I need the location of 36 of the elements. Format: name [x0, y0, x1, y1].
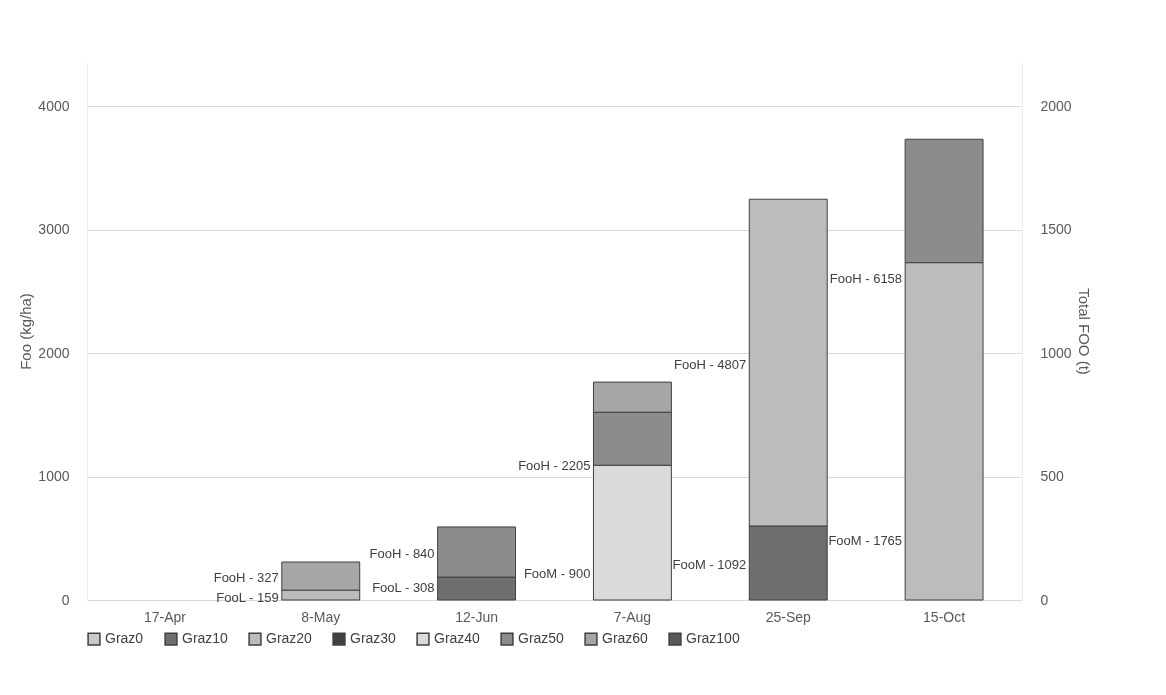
legend-label: Graz0 — [105, 630, 144, 647]
y-tick-label: 0 — [61, 591, 70, 608]
legend-label: Graz30 — [350, 630, 397, 647]
y2-tick-label: 1500 — [1040, 221, 1072, 238]
y-tick-label: 2000 — [38, 344, 70, 361]
x-tick-label: 25-Sep — [765, 608, 812, 625]
y2-tick-label: 1000 — [1040, 344, 1072, 361]
legend-label: Graz20 — [266, 630, 313, 647]
x-tick-label: 7-Aug — [613, 608, 652, 625]
annotation: FooH - 327 — [213, 570, 279, 585]
y2-tick-label: 2000 — [1040, 97, 1072, 114]
y2-tick-label: 0 — [1040, 591, 1049, 608]
y2-tick-label: 500 — [1040, 468, 1065, 485]
x-tick-label: 15-Oct — [923, 608, 966, 625]
y2-axis-title: Total FOO (t) — [1075, 288, 1093, 375]
y-tick-label: 3000 — [38, 221, 70, 238]
x-tick-label: 12-Jun — [455, 608, 498, 625]
annotation: FooL - 308 — [372, 580, 435, 595]
annotation: FooH - 6158 — [829, 271, 903, 286]
annotation: FooM - 1765 — [828, 533, 903, 548]
y-tick-label: 1000 — [38, 468, 70, 485]
annotation: FooM - 1092 — [672, 557, 747, 572]
annotation: FooL - 159 — [216, 590, 279, 605]
annotation: FooH - 2205 — [518, 458, 591, 473]
legend-label: Graz50 — [518, 630, 565, 647]
legend-label: Graz60 — [602, 630, 649, 647]
legend-label: Graz10 — [182, 630, 229, 647]
y-axis-title: Foo (kg/ha) — [17, 293, 35, 370]
annotation: FooM - 900 — [523, 566, 591, 581]
annotation: FooH - 840 — [369, 546, 435, 561]
y-tick-label: 4000 — [38, 97, 70, 114]
annotation: FooH - 4807 — [673, 357, 747, 372]
x-tick-label: 8-May — [301, 608, 341, 625]
legend-label: Graz40 — [434, 630, 481, 647]
x-tick-label: 17-Apr — [143, 608, 187, 625]
legend-label: Graz100 — [686, 630, 740, 647]
